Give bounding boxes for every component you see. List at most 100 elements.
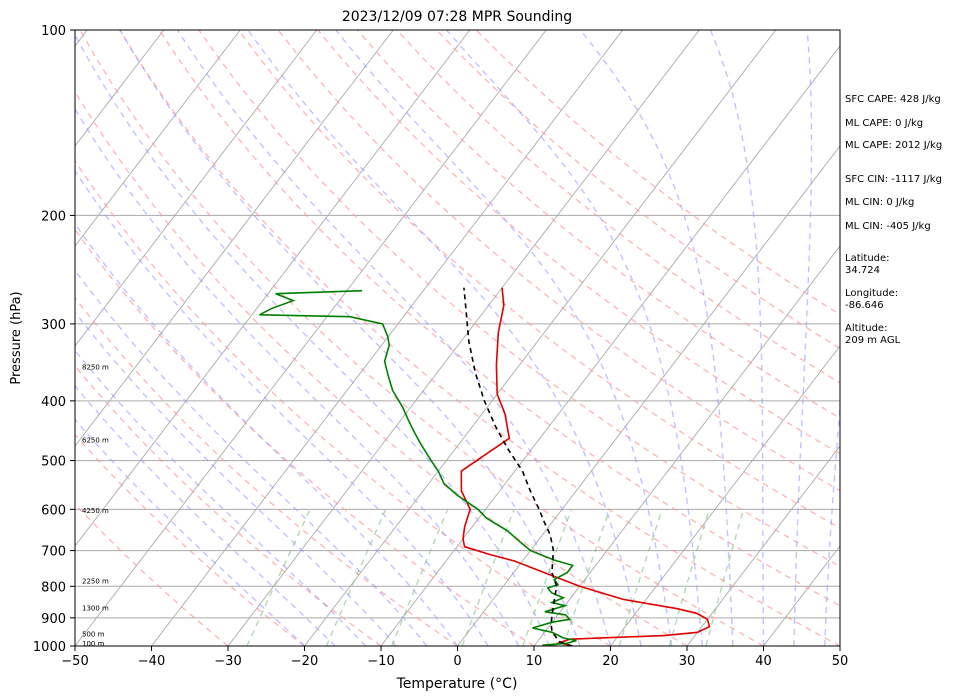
mixing-ratio-line xyxy=(668,509,710,646)
dry-adiabat xyxy=(75,503,229,646)
mixing-ratio-line xyxy=(705,509,745,646)
isotherm-line xyxy=(75,30,241,247)
y-tick-label: 900 xyxy=(41,612,66,627)
y-tick-label: 500 xyxy=(41,455,66,470)
height-label: 1300 m xyxy=(82,605,109,613)
isotherm-line xyxy=(75,30,547,646)
y-tick-label: 300 xyxy=(41,318,66,333)
moist-adiabat xyxy=(75,311,397,646)
x-tick-label: −30 xyxy=(214,654,241,669)
isotherm-line xyxy=(533,245,840,646)
moist-adiabat xyxy=(176,30,612,646)
stats-panel: SFC CAPE: 428 J/kg ML CAPE: 0 J/kg ML CA… xyxy=(845,94,942,346)
dry-adiabat xyxy=(237,30,840,529)
mixing-ratio-line xyxy=(618,509,663,646)
x-tick-label: −10 xyxy=(367,654,394,669)
y-axis-label: Pressure (hPa) xyxy=(9,291,24,384)
y-tick-label: 200 xyxy=(41,209,66,224)
moist-adiabat xyxy=(445,30,703,646)
isotherm-line xyxy=(686,445,840,646)
y-tick-label: 400 xyxy=(41,395,66,410)
dry-adiabat xyxy=(75,90,688,646)
ml-cin-2: ML CIN: -405 J/kg xyxy=(845,221,931,232)
latitude-value: 34.724 xyxy=(845,265,880,276)
altitude-label: Altitude: xyxy=(845,323,887,334)
longitude-label: Longitude: xyxy=(845,288,898,299)
x-tick-label: 40 xyxy=(755,654,772,669)
isotherm-line xyxy=(75,30,394,447)
y-tick-label: 1000 xyxy=(33,640,66,655)
dry-adiabat xyxy=(75,228,535,646)
ml-cin: ML CIN: 0 J/kg xyxy=(845,197,914,208)
height-label: 6250 m xyxy=(82,436,109,444)
ml-cape-2: ML CAPE: 2012 J/kg xyxy=(845,140,942,151)
plot-area xyxy=(75,30,840,646)
x-tick-label: 10 xyxy=(526,654,543,669)
isotherm-line xyxy=(75,30,318,347)
x-tick-label: −40 xyxy=(138,654,165,669)
x-tick-label: −20 xyxy=(291,654,318,669)
dry-adiabat xyxy=(119,30,840,646)
chart-title: 2023/12/09 07:28 MPR Sounding xyxy=(342,9,572,25)
dry-adiabat xyxy=(277,30,840,492)
height-label: 8250 m xyxy=(82,364,109,372)
isotherm-line xyxy=(227,30,700,646)
dewpoint-line xyxy=(259,289,577,646)
x-axis-ticks: −50 −40 −30 −20 −10 0 10 20 30 40 50 xyxy=(61,646,848,669)
dry-adiabat xyxy=(436,30,840,350)
background-lines xyxy=(75,30,840,646)
y-tick-label: 700 xyxy=(41,545,66,560)
moist-adiabat xyxy=(75,269,428,646)
isotherm-line xyxy=(75,30,165,147)
dry-adiabat xyxy=(475,30,840,316)
temperature-line xyxy=(460,287,711,646)
latitude-label: Latitude: xyxy=(845,253,890,264)
height-label: 2250 m xyxy=(82,578,109,586)
moist-adiabat xyxy=(75,107,520,646)
ml-cape: ML CAPE: 0 J/kg xyxy=(845,118,923,129)
moist-adiabat xyxy=(119,30,581,646)
height-label: 500 m xyxy=(82,631,105,639)
dry-adiabat xyxy=(158,30,840,607)
dry-adiabat xyxy=(75,433,305,646)
isotherm-line xyxy=(75,30,471,547)
parcel-path-line xyxy=(463,287,573,646)
dry-adiabat xyxy=(356,30,840,419)
x-tick-label: −50 xyxy=(61,654,88,669)
mixing-ratio-line xyxy=(461,509,515,646)
moist-adiabat xyxy=(709,30,765,646)
moist-adiabat xyxy=(75,418,305,646)
moist-adiabat xyxy=(75,384,336,646)
x-tick-label: 20 xyxy=(602,654,619,669)
moist-adiabat xyxy=(75,33,550,646)
dry-adiabat xyxy=(75,159,611,646)
isotherm-line xyxy=(610,345,840,646)
x-tick-label: 50 xyxy=(832,654,849,669)
altitude-value: 209 m AGL xyxy=(845,335,901,346)
height-label: 4250 m xyxy=(82,507,109,515)
dry-adiabat xyxy=(317,30,840,455)
sounding-lines xyxy=(259,287,711,646)
dry-adiabat xyxy=(396,30,840,384)
x-axis-label: Temperature (°C) xyxy=(396,676,518,692)
x-tick-label: 0 xyxy=(453,654,461,669)
x-tick-label: 30 xyxy=(679,654,696,669)
height-label: 100 m xyxy=(82,640,105,648)
y-axis-ticks: 1000 900 800 700 600 500 400 300 200 100 xyxy=(33,24,75,655)
isotherm-line xyxy=(304,30,777,646)
y-tick-label: 800 xyxy=(41,580,66,595)
sfc-cape: SFC CAPE: 428 J/kg xyxy=(845,94,941,105)
y-tick-label: 600 xyxy=(41,503,66,518)
mixing-ratio-line xyxy=(522,509,573,646)
dry-adiabat xyxy=(198,30,840,568)
sfc-cin: SFC CIN: -1117 J/kg xyxy=(845,174,942,185)
isotherm-line xyxy=(380,45,840,646)
y-tick-label: 100 xyxy=(41,24,66,39)
dry-adiabat xyxy=(79,30,764,646)
mixing-ratio-line xyxy=(562,509,611,646)
longitude-value: -86.646 xyxy=(845,300,884,311)
moist-adiabat xyxy=(75,222,459,646)
